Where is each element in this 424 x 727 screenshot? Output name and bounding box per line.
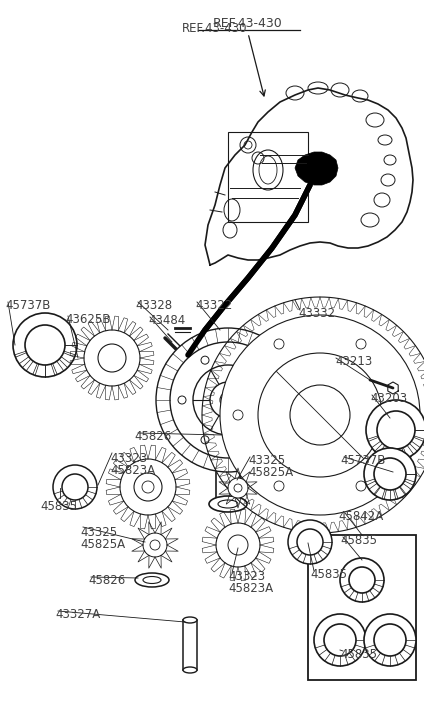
Ellipse shape bbox=[135, 573, 169, 587]
Circle shape bbox=[98, 344, 126, 372]
Text: 43484: 43484 bbox=[148, 314, 185, 327]
Text: REF.43-430: REF.43-430 bbox=[182, 22, 248, 35]
Circle shape bbox=[84, 330, 140, 386]
Circle shape bbox=[210, 382, 246, 418]
Circle shape bbox=[314, 614, 366, 666]
Ellipse shape bbox=[209, 496, 247, 512]
Text: 45842A: 45842A bbox=[338, 510, 383, 523]
Circle shape bbox=[234, 484, 242, 492]
Circle shape bbox=[324, 624, 356, 656]
Text: 45835: 45835 bbox=[340, 648, 377, 661]
Circle shape bbox=[13, 313, 77, 377]
Text: 43325: 43325 bbox=[80, 526, 117, 539]
Text: 45826: 45826 bbox=[134, 430, 171, 443]
Circle shape bbox=[340, 558, 384, 602]
Circle shape bbox=[201, 436, 209, 444]
Text: 45737B: 45737B bbox=[5, 299, 50, 312]
Text: 45737B: 45737B bbox=[340, 454, 385, 467]
Circle shape bbox=[150, 540, 160, 550]
Circle shape bbox=[233, 410, 243, 420]
Text: 43203: 43203 bbox=[370, 392, 407, 405]
Text: 45835: 45835 bbox=[40, 500, 77, 513]
Text: 45826: 45826 bbox=[88, 574, 125, 587]
Circle shape bbox=[374, 624, 406, 656]
Circle shape bbox=[62, 474, 88, 500]
Text: 43322: 43322 bbox=[195, 299, 232, 312]
Circle shape bbox=[247, 436, 255, 444]
Circle shape bbox=[274, 481, 284, 491]
Circle shape bbox=[220, 315, 420, 515]
Circle shape bbox=[228, 535, 248, 555]
Text: REF.43-430: REF.43-430 bbox=[213, 17, 283, 30]
Polygon shape bbox=[295, 152, 338, 185]
Circle shape bbox=[258, 353, 382, 477]
Text: 45825A: 45825A bbox=[80, 538, 125, 551]
Ellipse shape bbox=[183, 617, 197, 623]
Circle shape bbox=[290, 385, 350, 445]
Circle shape bbox=[228, 478, 248, 498]
Circle shape bbox=[366, 400, 424, 460]
Circle shape bbox=[397, 410, 407, 420]
Text: 45835: 45835 bbox=[310, 568, 347, 581]
Text: 43332: 43332 bbox=[298, 307, 335, 320]
Text: 45823A: 45823A bbox=[228, 582, 273, 595]
Bar bbox=[183, 620, 197, 670]
Circle shape bbox=[356, 339, 366, 349]
Circle shape bbox=[156, 328, 300, 472]
Circle shape bbox=[377, 411, 415, 449]
Text: 43625B: 43625B bbox=[65, 313, 110, 326]
Circle shape bbox=[364, 448, 416, 500]
Circle shape bbox=[297, 529, 323, 555]
Text: 43213: 43213 bbox=[335, 355, 372, 368]
Circle shape bbox=[220, 392, 236, 408]
Circle shape bbox=[216, 523, 260, 567]
Circle shape bbox=[53, 465, 97, 509]
Circle shape bbox=[356, 481, 366, 491]
Circle shape bbox=[170, 342, 286, 458]
Circle shape bbox=[247, 356, 255, 364]
Text: 43328: 43328 bbox=[135, 299, 172, 312]
Text: 45823A: 45823A bbox=[110, 464, 155, 477]
Circle shape bbox=[349, 567, 375, 593]
Text: 43327A: 43327A bbox=[55, 608, 100, 621]
Ellipse shape bbox=[143, 577, 161, 584]
Ellipse shape bbox=[183, 667, 197, 673]
Circle shape bbox=[143, 533, 167, 557]
Text: 43325: 43325 bbox=[248, 454, 285, 467]
Ellipse shape bbox=[218, 500, 238, 508]
Circle shape bbox=[288, 520, 332, 564]
Circle shape bbox=[142, 481, 154, 493]
Text: 45835: 45835 bbox=[340, 534, 377, 547]
Circle shape bbox=[193, 365, 263, 435]
Circle shape bbox=[25, 325, 65, 365]
Circle shape bbox=[364, 614, 416, 666]
Circle shape bbox=[120, 459, 176, 515]
Text: 43323: 43323 bbox=[110, 452, 147, 465]
Text: 43323: 43323 bbox=[228, 570, 265, 583]
Circle shape bbox=[374, 458, 406, 490]
Circle shape bbox=[201, 356, 209, 364]
Bar bbox=[308, 535, 416, 680]
Text: 45825A: 45825A bbox=[248, 466, 293, 479]
Circle shape bbox=[274, 339, 284, 349]
Circle shape bbox=[134, 473, 162, 501]
Circle shape bbox=[270, 396, 278, 404]
Circle shape bbox=[178, 396, 186, 404]
Bar bbox=[228, 132, 308, 222]
